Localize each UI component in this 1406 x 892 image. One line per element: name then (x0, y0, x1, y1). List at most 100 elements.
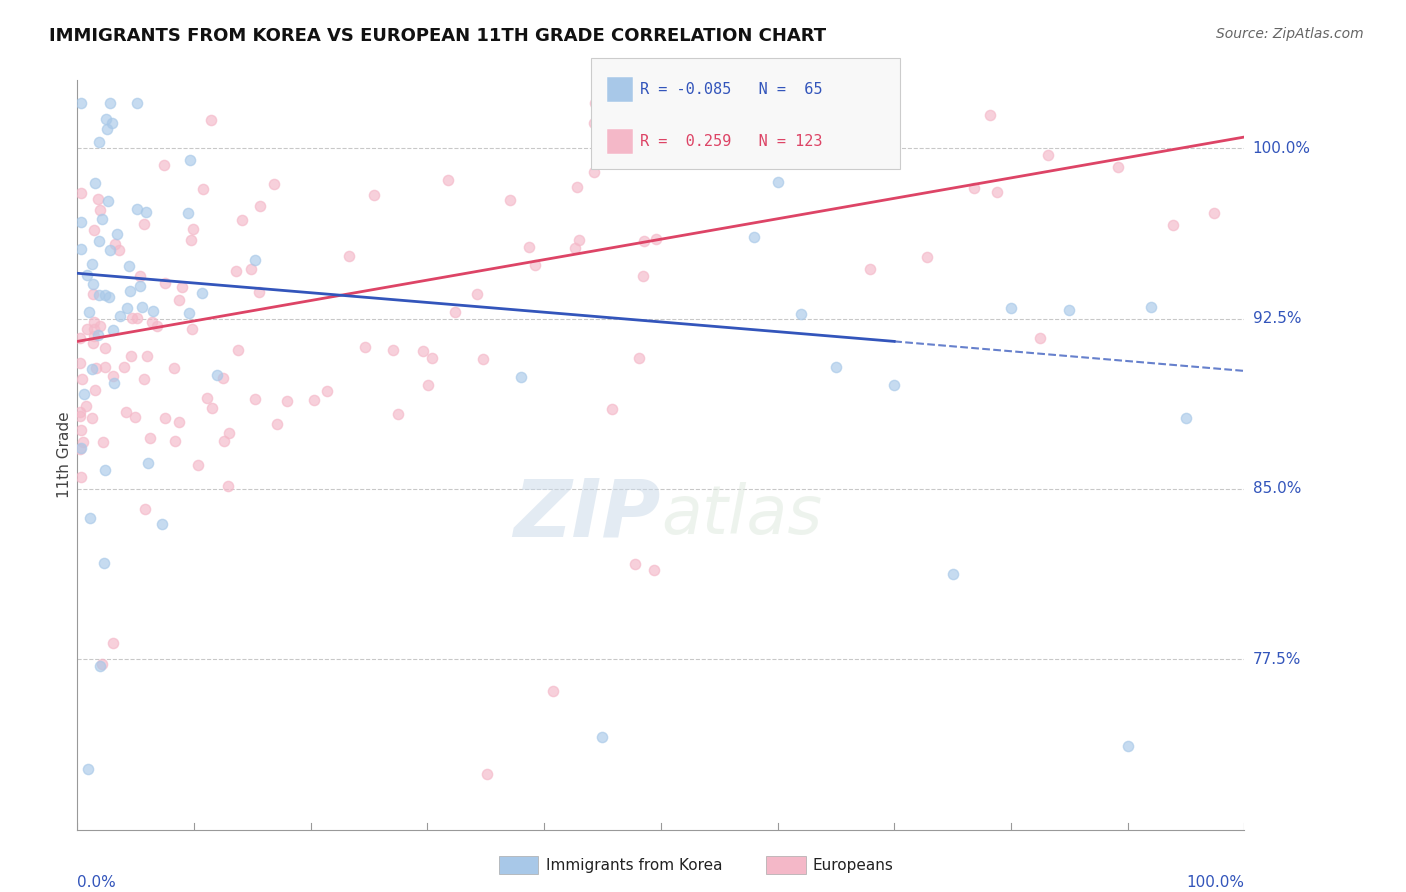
Point (1000, 301, 1022, 315)
Point (135, 204, 157, 219)
Point (177, 206, 200, 220)
Point (163, 360, 186, 375)
Point (179, 306, 201, 320)
Point (631, 268, 654, 283)
Point (249, 199, 271, 213)
Point (633, 234, 655, 248)
Point (89, 659, 111, 673)
Point (128, 268, 150, 283)
Point (477, 766, 499, 780)
Point (108, 309, 131, 323)
Text: Source: ZipAtlas.com: Source: ZipAtlas.com (1216, 27, 1364, 41)
Point (465, 286, 488, 301)
Point (628, 351, 651, 366)
Point (304, 392, 326, 407)
Point (98, 243, 121, 257)
Point (75, 399, 97, 413)
Point (444, 305, 467, 319)
Point (387, 407, 409, 421)
Point (437, 173, 460, 187)
Point (153, 277, 176, 291)
Text: 0.0%: 0.0% (77, 875, 117, 890)
Point (132, 372, 155, 386)
Point (86, 328, 108, 343)
Point (643, 563, 665, 577)
Point (1161, 218, 1184, 232)
Point (69, 405, 91, 419)
Point (69, 331, 91, 345)
Point (599, 106, 621, 120)
Point (1038, 148, 1060, 162)
Point (134, 502, 156, 516)
Point (93, 341, 115, 355)
Point (276, 393, 298, 408)
Point (266, 417, 288, 431)
Point (240, 261, 263, 276)
Point (103, 376, 125, 391)
Point (824, 360, 846, 375)
Point (91, 212, 114, 227)
Point (103, 323, 125, 337)
Point (382, 343, 405, 358)
Point (153, 411, 176, 425)
Y-axis label: 11th Grade: 11th Grade (56, 411, 72, 499)
Text: IMMIGRANTS FROM KOREA VS EUROPEAN 11TH GRADE CORRELATION CHART: IMMIGRANTS FROM KOREA VS EUROPEAN 11TH G… (49, 27, 827, 45)
Point (125, 202, 148, 217)
Point (564, 241, 586, 255)
Point (963, 180, 986, 194)
Point (115, 405, 138, 419)
Point (124, 410, 146, 425)
Point (979, 107, 1001, 121)
Point (167, 293, 190, 308)
Point (582, 165, 605, 179)
Point (592, 730, 614, 744)
Point (607, 141, 630, 155)
Point (524, 259, 547, 273)
Point (83, 315, 105, 329)
Point (76, 268, 98, 283)
Point (1116, 739, 1139, 753)
Point (170, 280, 193, 294)
Point (191, 286, 214, 301)
Point (152, 158, 174, 172)
Point (165, 434, 187, 449)
Point (98, 95, 121, 110)
Point (82, 336, 104, 351)
Point (167, 415, 190, 429)
Point (70, 423, 93, 437)
Point (1204, 206, 1226, 220)
Point (94, 463, 117, 477)
Point (73, 387, 96, 401)
Point (141, 315, 163, 329)
Point (316, 384, 339, 398)
Point (986, 185, 1008, 199)
Text: 100.0%: 100.0% (1253, 141, 1310, 156)
Point (84, 361, 107, 376)
Point (101, 116, 124, 130)
Point (207, 368, 229, 383)
Point (83, 328, 105, 343)
Point (127, 95, 149, 110)
Point (142, 303, 165, 318)
Point (69, 356, 91, 370)
Point (354, 340, 377, 354)
Point (1057, 303, 1080, 318)
Point (127, 310, 149, 325)
Point (94, 288, 117, 302)
Point (94, 112, 117, 127)
Point (226, 343, 249, 357)
Point (790, 307, 813, 321)
Point (1140, 300, 1163, 314)
Point (412, 343, 434, 358)
Point (89, 202, 111, 217)
Point (136, 456, 159, 470)
Point (82, 287, 104, 301)
Point (212, 434, 235, 449)
Point (120, 284, 142, 298)
Point (139, 431, 162, 445)
Point (89, 319, 111, 334)
Point (644, 231, 666, 245)
Point (883, 378, 905, 392)
Point (180, 233, 202, 247)
Point (824, 150, 846, 164)
